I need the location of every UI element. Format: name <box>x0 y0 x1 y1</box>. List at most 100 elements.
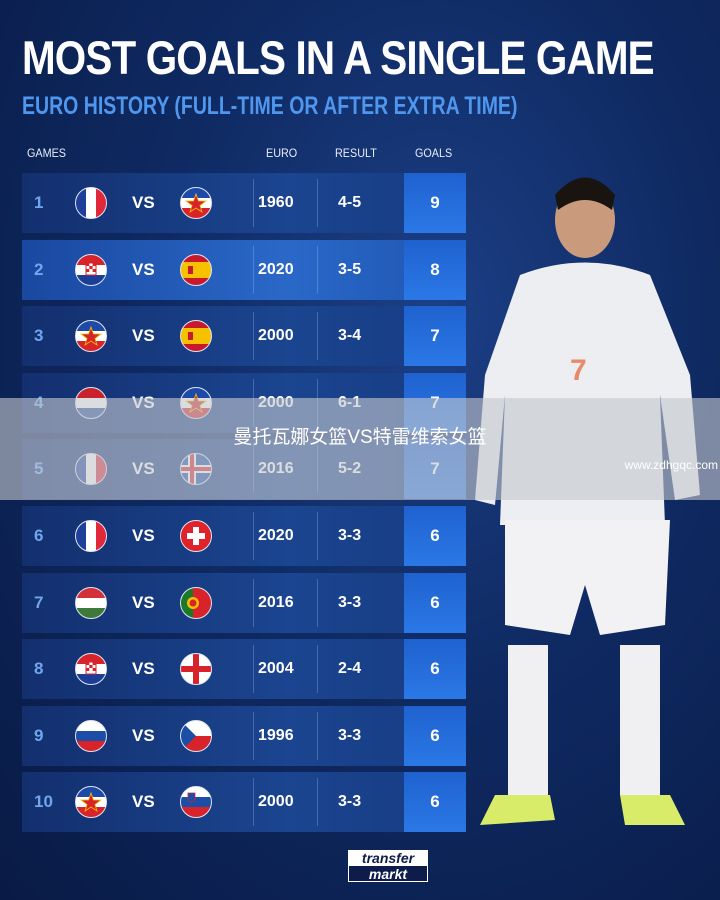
divider <box>317 711 318 760</box>
flag-france-icon <box>75 520 107 552</box>
flag-spain-icon <box>180 253 212 286</box>
rank: 9 <box>34 725 44 745</box>
divider <box>317 778 318 827</box>
rank: 1 <box>34 193 44 212</box>
divider <box>317 645 318 694</box>
flag-yugoslavia-icon <box>180 187 212 219</box>
rank: 3 <box>34 326 44 346</box>
rank: 2 <box>34 259 44 279</box>
divider <box>317 578 318 627</box>
goals-box: 9 <box>404 173 466 233</box>
euro-year: 1996 <box>258 726 294 744</box>
flag-yugoslavia-icon <box>75 320 107 353</box>
goals-value: 6 <box>430 725 440 745</box>
goals-value: 6 <box>430 526 440 545</box>
flag-france-icon <box>75 187 107 219</box>
overlay-text: 曼托瓦娜女篮VS特雷维索女篮 <box>233 427 487 448</box>
rank: 10 <box>34 792 53 812</box>
goals-value: 8 <box>430 259 440 279</box>
result: 4-5 <box>338 194 362 211</box>
goals-box: 7 <box>404 306 466 367</box>
flag-spain-icon <box>180 320 212 353</box>
logo-line1: transfer <box>349 851 427 866</box>
goals-box: 6 <box>404 639 466 700</box>
table-row: 1 VS 1960 4-5 9 <box>22 173 466 233</box>
table-row: 10 VS 2000 3-3 6 <box>22 772 466 833</box>
goals-box: 6 <box>404 572 466 633</box>
divider <box>317 245 318 294</box>
goals-box: 6 <box>404 705 466 766</box>
rank: 7 <box>34 592 44 612</box>
euro-year: 1960 <box>258 194 294 211</box>
divider <box>253 245 254 294</box>
divider <box>253 179 254 227</box>
table-row: 6 VS 2020 3-3 6 <box>22 506 466 566</box>
result: 2-4 <box>338 660 362 678</box>
header-games: GAMES <box>27 146 67 160</box>
euro-year: 2020 <box>258 527 294 544</box>
divider <box>253 578 254 627</box>
result: 3-5 <box>338 260 362 278</box>
flag-russia-icon <box>75 719 107 752</box>
transfermarkt-logo: transfer markt <box>348 850 428 882</box>
svg-text:7: 7 <box>570 354 587 387</box>
table-row: 2 VS 2020 3-5 8 <box>22 239 466 300</box>
goals-value: 7 <box>430 326 440 346</box>
table-row: 3 VS 2000 3-4 7 <box>22 306 466 367</box>
divider <box>253 512 254 560</box>
vs-label: VS <box>132 659 155 679</box>
header-result: RESULT <box>335 146 377 160</box>
flag-yugoslavia-icon <box>75 786 107 819</box>
euro-year: 2016 <box>258 593 294 611</box>
euro-year: 2020 <box>258 260 294 278</box>
header-euro: EURO <box>266 146 298 160</box>
vs-label: VS <box>132 592 155 612</box>
page-title: MOST GOALS IN A SINGLE GAME <box>22 31 655 84</box>
result: 3-3 <box>338 793 362 811</box>
logo-line2: markt <box>368 866 408 882</box>
goals-box: 6 <box>404 772 466 833</box>
divider <box>317 312 318 361</box>
rank: 6 <box>34 526 44 545</box>
result: 3-3 <box>338 527 362 544</box>
vs-label: VS <box>132 193 155 212</box>
result: 3-4 <box>338 327 362 345</box>
euro-year: 2000 <box>258 793 294 811</box>
goals-value: 6 <box>430 659 440 679</box>
flag-croatia-icon <box>75 253 107 286</box>
divider <box>253 312 254 361</box>
result: 3-3 <box>338 593 362 611</box>
goals-value: 6 <box>430 592 440 612</box>
divider <box>317 179 318 227</box>
result: 3-3 <box>338 726 362 744</box>
vs-label: VS <box>132 526 155 545</box>
header-goals: GOALS <box>415 146 453 160</box>
watermark: www.zdhgqc.com <box>624 458 718 472</box>
vs-label: VS <box>132 725 155 745</box>
divider <box>317 512 318 560</box>
rank: 8 <box>34 659 44 679</box>
vs-label: VS <box>132 259 155 279</box>
flag-croatia-icon <box>75 653 107 686</box>
page-subtitle: EURO HISTORY (FULL-TIME OR AFTER EXTRA T… <box>22 92 518 120</box>
table-row: 7 VS 2016 3-3 6 <box>22 572 466 633</box>
table-row: 9 VS 1996 3-3 6 <box>22 705 466 766</box>
divider <box>253 711 254 760</box>
vs-label: VS <box>132 326 155 346</box>
goals-value: 6 <box>430 792 440 812</box>
divider <box>253 645 254 694</box>
table-row: 8 VS 2004 2-4 6 <box>22 639 466 700</box>
goals-box: 8 <box>404 239 466 300</box>
overlay-banner: 曼托瓦娜女篮VS特雷维索女篮 www.zdhgqc.com <box>0 398 720 500</box>
flag-slovenia-icon <box>180 786 212 819</box>
flag-portugal-icon <box>180 586 212 619</box>
euro-year: 2000 <box>258 327 294 345</box>
flag-england-icon <box>180 653 212 686</box>
vs-label: VS <box>132 792 155 812</box>
flag-hungary-icon <box>75 586 107 619</box>
goals-box: 6 <box>404 506 466 566</box>
flag-czech-republic-icon <box>180 719 212 752</box>
divider <box>253 778 254 827</box>
euro-year: 2004 <box>258 660 294 678</box>
